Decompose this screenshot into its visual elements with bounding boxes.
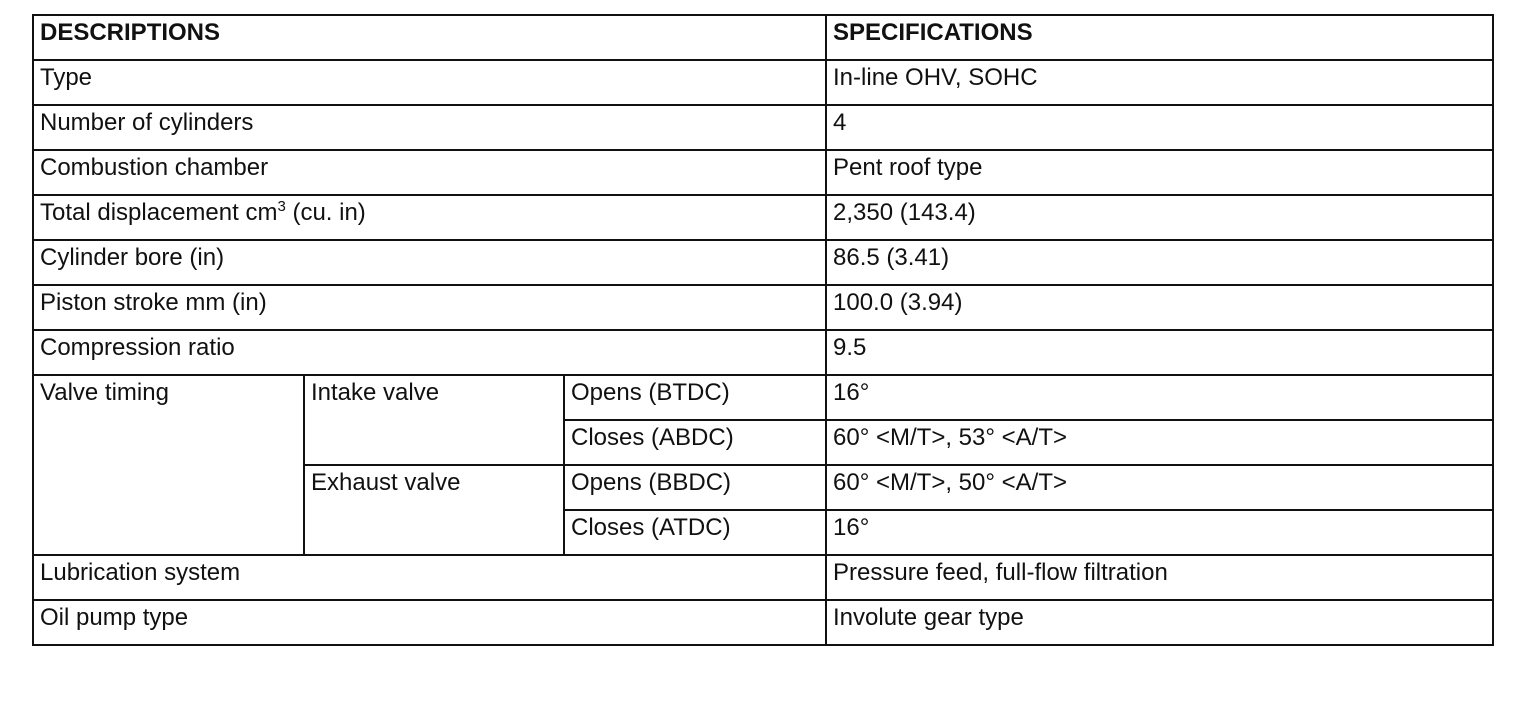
row-label: Compression ratio (31, 329, 828, 376)
row-value: 86.5 (3.41) (825, 239, 1495, 286)
table-row: Combustion chamber Pent roof type (31, 149, 1495, 196)
table-row: Valve timing Intake valve Opens (BTDC) 1… (32, 374, 1495, 556)
table-row: Piston stroke mm (in) 100.0 (3.94) (31, 284, 1495, 331)
valve-timing-label: Valve timing (32, 374, 305, 556)
label-superscript: 3 (277, 198, 286, 215)
label-suffix: (cu. in) (285, 199, 366, 226)
row-value: Pent roof type (825, 149, 1495, 196)
table-row: Closes (ABDC) 60° <M/T>, 53° <A/T> (33, 419, 1495, 466)
exhaust-closes-value: 16° (825, 509, 1495, 556)
row-value: 9.5 (825, 329, 1495, 376)
label-text: Total displacement cm (40, 199, 278, 226)
row-value: 100.0 (3.94) (825, 284, 1495, 331)
intake-opens-value: 16° (825, 374, 1495, 421)
table-row: Closes (ATDC) 16° (33, 509, 1495, 556)
table-row: Lubrication system Pressure feed, full-f… (31, 554, 1495, 601)
table-row: Type In-line OHV, SOHC (31, 59, 1495, 106)
exhaust-valve-label: Exhaust valve (303, 464, 565, 556)
table-row: Total displacement cm3 (cu. in) 2,350 (1… (31, 194, 1495, 241)
table-row: Exhaust valve Opens (BBDC) 60° <M/T>, 50… (33, 464, 1495, 556)
intake-closes-value: 60° <M/T>, 53° <A/T> (825, 419, 1495, 466)
row-label: Piston stroke mm (in) (31, 284, 828, 331)
row-label: Total displacement cm3 (cu. in) (31, 194, 828, 241)
exhaust-opens-value: 60° <M/T>, 50° <A/T> (825, 464, 1495, 511)
row-label: Cylinder bore (in) (31, 239, 828, 286)
table-row: Number of cylinders 4 (31, 104, 1495, 151)
row-label: Number of cylinders (31, 104, 828, 151)
specifications-header: SPECIFICATIONS (825, 14, 1495, 61)
row-value: 2,350 (143.4) (825, 194, 1495, 241)
row-label: Combustion chamber (31, 149, 828, 196)
intake-closes-label: Closes (ABDC) (562, 419, 828, 466)
table-row: Compression ratio 9.5 (31, 329, 1495, 376)
exhaust-opens-label: Opens (BBDC) (562, 464, 828, 511)
descriptions-header: DESCRIPTIONS (31, 14, 828, 61)
table-row: Oil pump type Involute gear type (31, 599, 1495, 646)
row-label: Oil pump type (31, 599, 828, 646)
table-header-row: DESCRIPTIONS SPECIFICATIONS (31, 14, 1495, 61)
row-label: Lubrication system (31, 554, 828, 601)
exhaust-closes-label: Closes (ATDC) (562, 509, 828, 556)
intake-valve-label: Intake valve (303, 374, 565, 466)
row-value: Pressure feed, full-flow filtration (825, 554, 1495, 601)
row-value: 4 (825, 104, 1495, 151)
intake-opens-label: Opens (BTDC) (562, 374, 828, 421)
engine-specifications-table: DESCRIPTIONS SPECIFICATIONS Type In-line… (31, 14, 1495, 646)
table-row: Cylinder bore (in) 86.5 (3.41) (31, 239, 1495, 286)
row-value: Involute gear type (825, 599, 1495, 646)
row-value: In-line OHV, SOHC (825, 59, 1495, 106)
row-label: Type (31, 59, 828, 106)
